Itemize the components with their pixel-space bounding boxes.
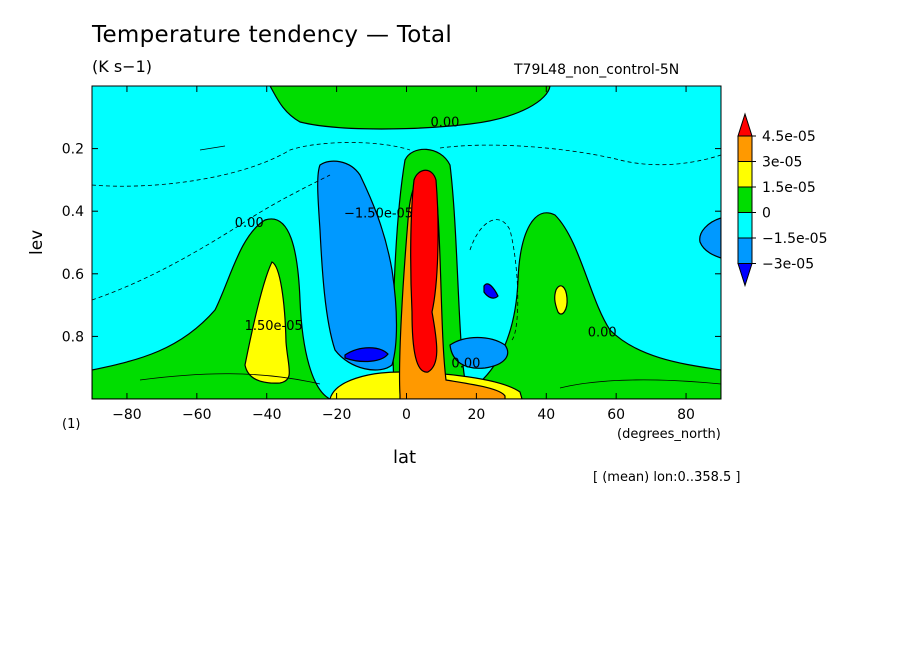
contour-line-6 [559,379,721,389]
field-negative-east-patch [699,217,721,259]
x-axis-units: (degrees_north) [617,427,721,442]
contour-line-5 [139,373,321,385]
field-positive-strong-south [244,261,290,384]
contour-label-5: 0.00 [588,325,617,340]
y-axis: 0.2 0.4 0.6 0.8 [62,142,721,345]
field-positive-top-band [269,86,551,130]
y-tick-label-1: 0.4 [62,204,84,220]
contour-line-4 [199,145,226,151]
field-negative-core-north [483,283,499,299]
colorbar-segment-1 [737,161,753,188]
contour-label-layer: 0.00 0.00 1.50e-05 −1.50e-05 0.00 0.00 [235,116,617,372]
field-positive-strong-north [554,285,568,315]
colorbar-label-4: −1.5e-05 [762,231,827,247]
x-tick-label-8: 80 [677,407,695,423]
x-axis: −80 −60 −40 −20 0 20 40 60 80 [112,86,695,423]
x-tick-label-7: 60 [607,407,625,423]
x-tick-label-3: −20 [322,407,352,423]
x-axis-label: lat [393,447,417,468]
colorbar-label-3: 0 [762,206,771,222]
chart-units: (K s−1) [92,57,152,76]
contour-line-2 [439,144,721,166]
contour-label-4: 0.00 [451,357,480,372]
contour-label-0: 0.00 [430,116,459,131]
averaging-note: [ (mean) lon:0..358.5 ] [593,470,741,485]
contour-fill-layer [92,86,721,399]
contour-line-1 [92,142,411,187]
field-negative-core-south [344,347,389,363]
field-negative-deep-south [317,160,398,371]
x-tick-label-5: 20 [467,407,485,423]
colorbar-label-1: 3e-05 [762,155,802,171]
contour-label-3: −1.50e-05 [344,206,413,221]
colorbar-label-5: −3e-05 [762,257,814,273]
colorbar-label-2: 1.5e-05 [762,180,816,196]
colorbar: 4.5e-05 3e-05 1.5e-05 0 −1.5e-05 −3e-05 [737,112,827,288]
chart-title: Temperature tendency — Total [92,22,453,48]
contour-line-layer [92,142,721,389]
colorbar-label-0: 4.5e-05 [762,129,816,145]
field-positive-core [410,169,439,373]
colorbar-segment-3 [737,212,753,239]
y-tick-label-2: 0.6 [62,267,84,283]
x-tick-label-6: 40 [537,407,555,423]
contour-label-2: 1.50e-05 [245,319,303,334]
contour-label-1: 0.00 [235,216,264,231]
colorbar-segment-4 [737,237,753,264]
y-tick-label-0: 0.2 [62,142,84,158]
colorbar-bottom-arrow [737,263,753,288]
contour-line-0 [92,174,331,301]
colorbar-segment-0 [737,135,753,162]
x-tick-label-1: −60 [182,407,212,423]
y-tick-label-3: 0.8 [62,329,84,345]
colorbar-top-arrow [737,112,753,137]
colorbar-segment-2 [737,186,753,213]
y-axis-multiplier: (1) [62,417,81,432]
run-name: T79L48_non_control-5N [514,62,680,78]
x-tick-label-2: −40 [252,407,282,423]
x-tick-label-0: −80 [112,407,142,423]
x-tick-label-4: 0 [402,407,411,423]
field-negative-deep-north [449,336,509,369]
